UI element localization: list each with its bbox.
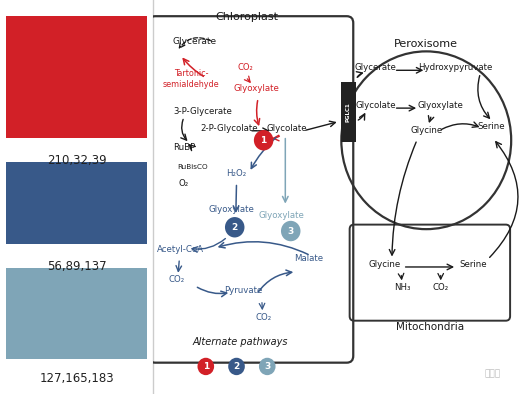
Text: Glycine: Glycine <box>369 260 401 269</box>
Text: Serine: Serine <box>460 260 487 269</box>
Text: Pyruvate: Pyruvate <box>225 286 263 296</box>
Text: Mitochondria: Mitochondria <box>396 323 464 333</box>
Circle shape <box>259 358 276 375</box>
Text: Glycerate: Glycerate <box>173 37 217 46</box>
Text: 软件通: 软件通 <box>484 370 500 379</box>
Text: 2: 2 <box>233 362 240 371</box>
Text: NH₃: NH₃ <box>395 282 411 292</box>
Text: 210,32,39: 210,32,39 <box>47 154 107 167</box>
Text: 3: 3 <box>288 227 294 236</box>
Circle shape <box>225 217 244 238</box>
Text: Acetyl-CoA: Acetyl-CoA <box>157 245 204 254</box>
Text: 56,89,137: 56,89,137 <box>47 260 107 273</box>
Circle shape <box>228 358 245 375</box>
Text: Glycine: Glycine <box>410 126 443 135</box>
Text: RuBP: RuBP <box>173 143 195 152</box>
Text: CO₂: CO₂ <box>238 63 253 72</box>
Text: 2: 2 <box>231 223 238 232</box>
Text: Glycerate: Glycerate <box>355 63 397 72</box>
Text: Chloroplast: Chloroplast <box>216 12 279 22</box>
Text: Glyoxylate: Glyoxylate <box>208 205 254 214</box>
Text: 2-P-Glycolate: 2-P-Glycolate <box>201 124 258 133</box>
Text: 3-P-Glycerate: 3-P-Glycerate <box>173 107 232 116</box>
Text: Alternate pathways: Alternate pathways <box>192 336 288 346</box>
Text: Tartonic-
semialdehyde: Tartonic- semialdehyde <box>163 69 219 89</box>
FancyBboxPatch shape <box>341 82 356 142</box>
Text: Glyoxylate: Glyoxylate <box>233 84 279 93</box>
Text: Hydroxypyruvate: Hydroxypyruvate <box>418 63 492 72</box>
Text: CO₂: CO₂ <box>255 313 272 322</box>
Text: 3: 3 <box>264 362 270 371</box>
Text: CO₂: CO₂ <box>169 275 185 284</box>
Bar <box>6 162 147 244</box>
Bar <box>6 268 147 359</box>
Text: CO₂: CO₂ <box>433 282 449 292</box>
Circle shape <box>254 130 274 151</box>
Text: Glyoxylate: Glyoxylate <box>418 101 464 110</box>
Circle shape <box>281 221 301 241</box>
Text: PGLC1: PGLC1 <box>346 102 350 122</box>
Text: 127,165,183: 127,165,183 <box>40 372 114 385</box>
Text: 1: 1 <box>261 136 267 145</box>
Text: Peroxisome: Peroxisome <box>394 39 458 49</box>
Text: O₂: O₂ <box>179 178 189 188</box>
Text: Glycolate: Glycolate <box>355 101 396 110</box>
Text: H₂O₂: H₂O₂ <box>226 169 246 178</box>
Text: Malate: Malate <box>294 254 323 263</box>
Text: Serine: Serine <box>477 122 505 131</box>
Text: Glycolate: Glycolate <box>267 124 307 133</box>
Text: 1: 1 <box>203 362 209 371</box>
Text: RuBisCO: RuBisCO <box>177 164 207 170</box>
Text: Glyoxylate: Glyoxylate <box>259 211 305 220</box>
Bar <box>6 16 147 138</box>
Circle shape <box>198 358 214 375</box>
